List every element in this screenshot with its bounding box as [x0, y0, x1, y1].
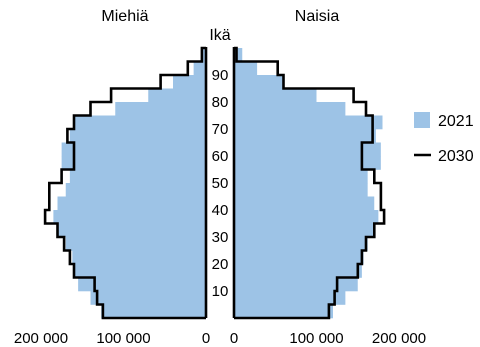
- bar-2021-men-15-19: [74, 264, 206, 278]
- age-tick-70: 70: [212, 121, 229, 138]
- bar-2021-women-5-9: [234, 291, 346, 305]
- bar-2021-women-85-89: [234, 75, 284, 89]
- bar-2021-women-50-54: [234, 169, 368, 184]
- legend-label-2021: 2021: [438, 113, 474, 130]
- bar-2021-men-70-74: [74, 115, 206, 130]
- legend: 2021 2030: [414, 112, 474, 165]
- bar-2021-women-80-84: [234, 88, 317, 103]
- bar-2021-men-55-59: [61, 156, 206, 170]
- bar-2021-men-75-79: [115, 102, 206, 116]
- bar-2021-women-35-39: [234, 210, 379, 224]
- bar-2021-women-0-4: [234, 304, 333, 319]
- axis-baselines: [204, 47, 236, 318]
- bar-2021-men-95-99: [201, 48, 206, 62]
- line-2030-men: [43, 46, 206, 320]
- age-tick-60: 60: [212, 148, 229, 165]
- age-tick-50: 50: [212, 175, 229, 192]
- x-tick-men-1: 100 000: [96, 330, 150, 347]
- bar-2021-women-45-49: [234, 183, 368, 197]
- line-2030-women: [234, 46, 386, 320]
- bar-2021-men-50-54: [69, 169, 206, 184]
- x-tick-women-0: 0: [230, 330, 238, 347]
- x-tick-men-2: 0: [202, 330, 210, 347]
- bar-2021-men-0-4: [101, 304, 206, 319]
- bar-2021-women-65-69: [234, 129, 376, 143]
- bar-2021-women-20-24: [234, 250, 364, 265]
- age-tick-90: 90: [212, 67, 229, 84]
- bar-2021-women-15-19: [234, 264, 362, 278]
- series-2021-bars: [53, 48, 383, 319]
- bar-2021-women-10-14: [234, 277, 358, 292]
- bar-2021-men-40-44: [57, 196, 206, 211]
- x-tick-women-2: 200 000: [372, 330, 426, 347]
- bar-2021-men-45-49: [65, 183, 206, 197]
- age-tick-labels: 10 20 30 40 50 60 70 80 90: [212, 67, 229, 300]
- legend-swatch-2021: [414, 112, 430, 128]
- age-tick-20: 20: [212, 256, 229, 273]
- x-tick-labels: 200 000 100 000 0 0 100 000 200 000: [14, 330, 426, 347]
- bar-2021-women-90-94: [234, 61, 258, 76]
- series-2030-outline: [43, 46, 386, 320]
- bar-2021-women-60-64: [234, 142, 381, 157]
- bar-2021-women-25-29: [234, 237, 368, 251]
- women-panel-title: Naisia: [295, 8, 340, 25]
- bar-2021-women-95-99: [234, 48, 243, 62]
- bar-2021-men-60-64: [61, 142, 206, 157]
- age-tick-40: 40: [212, 202, 229, 219]
- legend-label-2030: 2030: [438, 148, 474, 165]
- bar-2021-men-35-39: [53, 210, 206, 224]
- men-panel-title: Miehiä: [101, 8, 148, 25]
- bar-2021-women-75-79: [234, 102, 346, 116]
- bar-2021-men-5-9: [90, 291, 206, 305]
- x-tick-women-1: 100 000: [289, 330, 343, 347]
- bar-2021-women-70-74: [234, 115, 383, 130]
- bar-2021-women-30-34: [234, 223, 375, 238]
- age-axis-title: Ikä: [209, 27, 230, 44]
- x-tick-men-0: 200 000: [14, 330, 68, 347]
- bar-2021-women-55-59: [234, 156, 381, 170]
- age-tick-10: 10: [212, 283, 229, 300]
- bar-2021-men-85-89: [173, 75, 206, 89]
- age-tick-80: 80: [212, 94, 229, 111]
- bar-2021-men-80-84: [148, 88, 206, 103]
- age-tick-30: 30: [212, 229, 229, 246]
- bar-2021-men-65-69: [69, 129, 206, 143]
- bar-2021-men-25-29: [65, 237, 206, 251]
- bar-2021-men-30-34: [57, 223, 206, 238]
- bar-2021-men-20-24: [72, 250, 206, 265]
- bar-2021-women-40-44: [234, 196, 375, 211]
- bar-2021-men-10-14: [78, 277, 206, 292]
- bar-2021-men-90-94: [193, 61, 206, 76]
